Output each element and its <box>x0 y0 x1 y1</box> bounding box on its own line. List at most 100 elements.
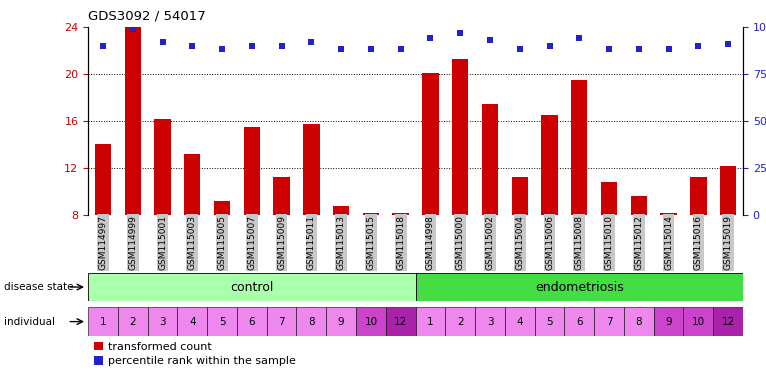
Bar <box>184 154 201 215</box>
Bar <box>356 307 386 336</box>
Point <box>573 35 585 41</box>
Bar <box>624 307 653 336</box>
Text: GSM115004: GSM115004 <box>516 215 524 270</box>
Bar <box>237 307 267 336</box>
Point <box>246 43 258 49</box>
Text: GSM115015: GSM115015 <box>366 215 375 270</box>
Text: GSM114997: GSM114997 <box>99 215 107 270</box>
Bar <box>653 307 683 336</box>
Point <box>394 46 407 53</box>
Point <box>126 26 139 32</box>
Point <box>276 43 288 49</box>
Point <box>335 46 347 53</box>
Text: 10: 10 <box>692 316 705 327</box>
Text: 12: 12 <box>394 316 408 327</box>
Point <box>543 43 555 49</box>
Text: 5: 5 <box>546 316 553 327</box>
Point <box>305 39 317 45</box>
Text: 2: 2 <box>457 316 463 327</box>
Bar <box>273 177 290 215</box>
Text: GSM115010: GSM115010 <box>604 215 614 270</box>
Text: endometriosis: endometriosis <box>535 281 624 293</box>
Text: disease state: disease state <box>4 282 74 292</box>
Text: 1: 1 <box>100 316 106 327</box>
Bar <box>452 59 468 215</box>
Text: GSM115012: GSM115012 <box>634 215 643 270</box>
Bar <box>267 307 296 336</box>
Bar <box>88 307 118 336</box>
Text: GSM115011: GSM115011 <box>307 215 316 270</box>
Text: 4: 4 <box>189 316 195 327</box>
Bar <box>333 206 349 215</box>
Point <box>216 46 228 53</box>
Point <box>692 43 705 49</box>
Bar <box>482 104 498 215</box>
Text: GSM115002: GSM115002 <box>486 215 495 270</box>
Bar <box>326 307 356 336</box>
Bar <box>660 213 677 215</box>
Text: 6: 6 <box>248 316 255 327</box>
Point <box>424 35 437 41</box>
Bar <box>415 273 743 301</box>
Text: GSM115008: GSM115008 <box>574 215 584 270</box>
Bar <box>505 307 535 336</box>
Text: 3: 3 <box>159 316 165 327</box>
Point <box>633 46 645 53</box>
Bar <box>148 307 178 336</box>
Bar <box>601 182 617 215</box>
Bar <box>88 273 415 301</box>
Text: 2: 2 <box>129 316 136 327</box>
Bar <box>392 213 409 215</box>
Bar <box>303 124 319 215</box>
Text: GSM115009: GSM115009 <box>277 215 286 270</box>
Text: GSM114998: GSM114998 <box>426 215 435 270</box>
Point <box>97 43 109 49</box>
Bar <box>422 73 439 215</box>
Legend: transformed count, percentile rank within the sample: transformed count, percentile rank withi… <box>93 341 296 366</box>
Text: 10: 10 <box>365 316 378 327</box>
Text: GSM115000: GSM115000 <box>456 215 465 270</box>
Text: GSM115005: GSM115005 <box>218 215 227 270</box>
Point <box>663 46 675 53</box>
Text: 5: 5 <box>219 316 225 327</box>
Bar <box>415 307 445 336</box>
Bar <box>445 307 475 336</box>
Text: GSM115014: GSM115014 <box>664 215 673 270</box>
Text: 8: 8 <box>308 316 315 327</box>
Point <box>722 41 735 47</box>
Bar <box>386 307 415 336</box>
Bar <box>535 307 565 336</box>
Text: GSM114999: GSM114999 <box>128 215 137 270</box>
Bar <box>683 307 713 336</box>
Bar <box>630 196 647 215</box>
Bar <box>178 307 207 336</box>
Text: GSM115007: GSM115007 <box>247 215 257 270</box>
Text: GSM115016: GSM115016 <box>694 215 703 270</box>
Bar <box>118 307 148 336</box>
Bar <box>214 201 231 215</box>
Text: 9: 9 <box>338 316 345 327</box>
Point <box>365 46 377 53</box>
Bar <box>571 80 588 215</box>
Text: 6: 6 <box>576 316 583 327</box>
Text: GSM115003: GSM115003 <box>188 215 197 270</box>
Text: 4: 4 <box>516 316 523 327</box>
Bar <box>512 177 528 215</box>
Point <box>454 30 466 36</box>
Text: control: control <box>230 281 273 293</box>
Text: GSM115001: GSM115001 <box>158 215 167 270</box>
Bar <box>542 115 558 215</box>
Text: GDS3092 / 54017: GDS3092 / 54017 <box>88 10 206 23</box>
Bar <box>720 166 736 215</box>
Text: 9: 9 <box>666 316 672 327</box>
Text: 12: 12 <box>722 316 735 327</box>
Bar <box>125 27 141 215</box>
Bar <box>713 307 743 336</box>
Point <box>603 46 615 53</box>
Bar <box>296 307 326 336</box>
Text: individual: individual <box>4 316 55 327</box>
Bar <box>154 119 171 215</box>
Point <box>186 43 198 49</box>
Text: GSM115006: GSM115006 <box>545 215 554 270</box>
Text: 8: 8 <box>636 316 642 327</box>
